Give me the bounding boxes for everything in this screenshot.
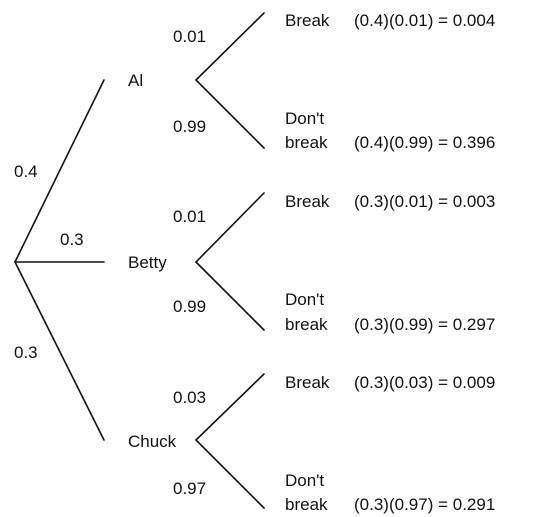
prob-betty: 0.3 [60,230,84,249]
prob-chuck: 0.3 [14,343,38,362]
outcome-chuck-break: Break [285,373,330,392]
edge-al-break [195,12,265,81]
prob-al: 0.4 [14,162,38,181]
prob-betty-break: 0.01 [173,207,206,226]
product-al-break: (0.4)(0.01) = 0.004 [354,11,495,30]
product-al-dont-break: (0.4)(0.99) = 0.396 [354,133,495,152]
product-chuck-break: (0.3)(0.03) = 0.009 [354,373,495,392]
prob-chuck-break: 0.03 [173,388,206,407]
node-al: Al [128,71,143,90]
edge-betty-dont-break [195,261,265,331]
product-betty-dont-break: (0.3)(0.99) = 0.297 [354,315,495,334]
outcome-betty-break: Break [285,192,330,211]
outcome-betty-dont-line1: Don't [285,290,324,309]
edge-al-dont-break [195,79,265,149]
outcome-betty-dont-line2: break [285,315,328,334]
prob-betty-dont-break: 0.99 [173,297,206,316]
product-betty-break: (0.3)(0.01) = 0.003 [354,192,495,211]
edge-chuck-break [195,373,265,441]
node-betty: Betty [128,253,167,272]
product-chuck-dont-break: (0.3)(0.97) = 0.291 [354,495,495,514]
edge-root-al [14,79,105,263]
prob-chuck-dont-break: 0.97 [173,479,206,498]
edge-root-chuck [14,261,105,441]
node-chuck: Chuck [128,432,177,451]
outcome-al-break: Break [285,11,330,30]
outcome-chuck-dont-line2: break [285,495,328,514]
prob-al-dont-break: 0.99 [173,117,206,136]
outcome-al-dont-line1: Don't [285,109,324,128]
outcome-chuck-dont-line1: Don't [285,471,324,490]
edge-chuck-dont-break [195,439,265,509]
prob-al-break: 0.01 [173,27,206,46]
edge-betty-break [195,192,265,263]
outcome-al-dont-line2: break [285,133,328,152]
